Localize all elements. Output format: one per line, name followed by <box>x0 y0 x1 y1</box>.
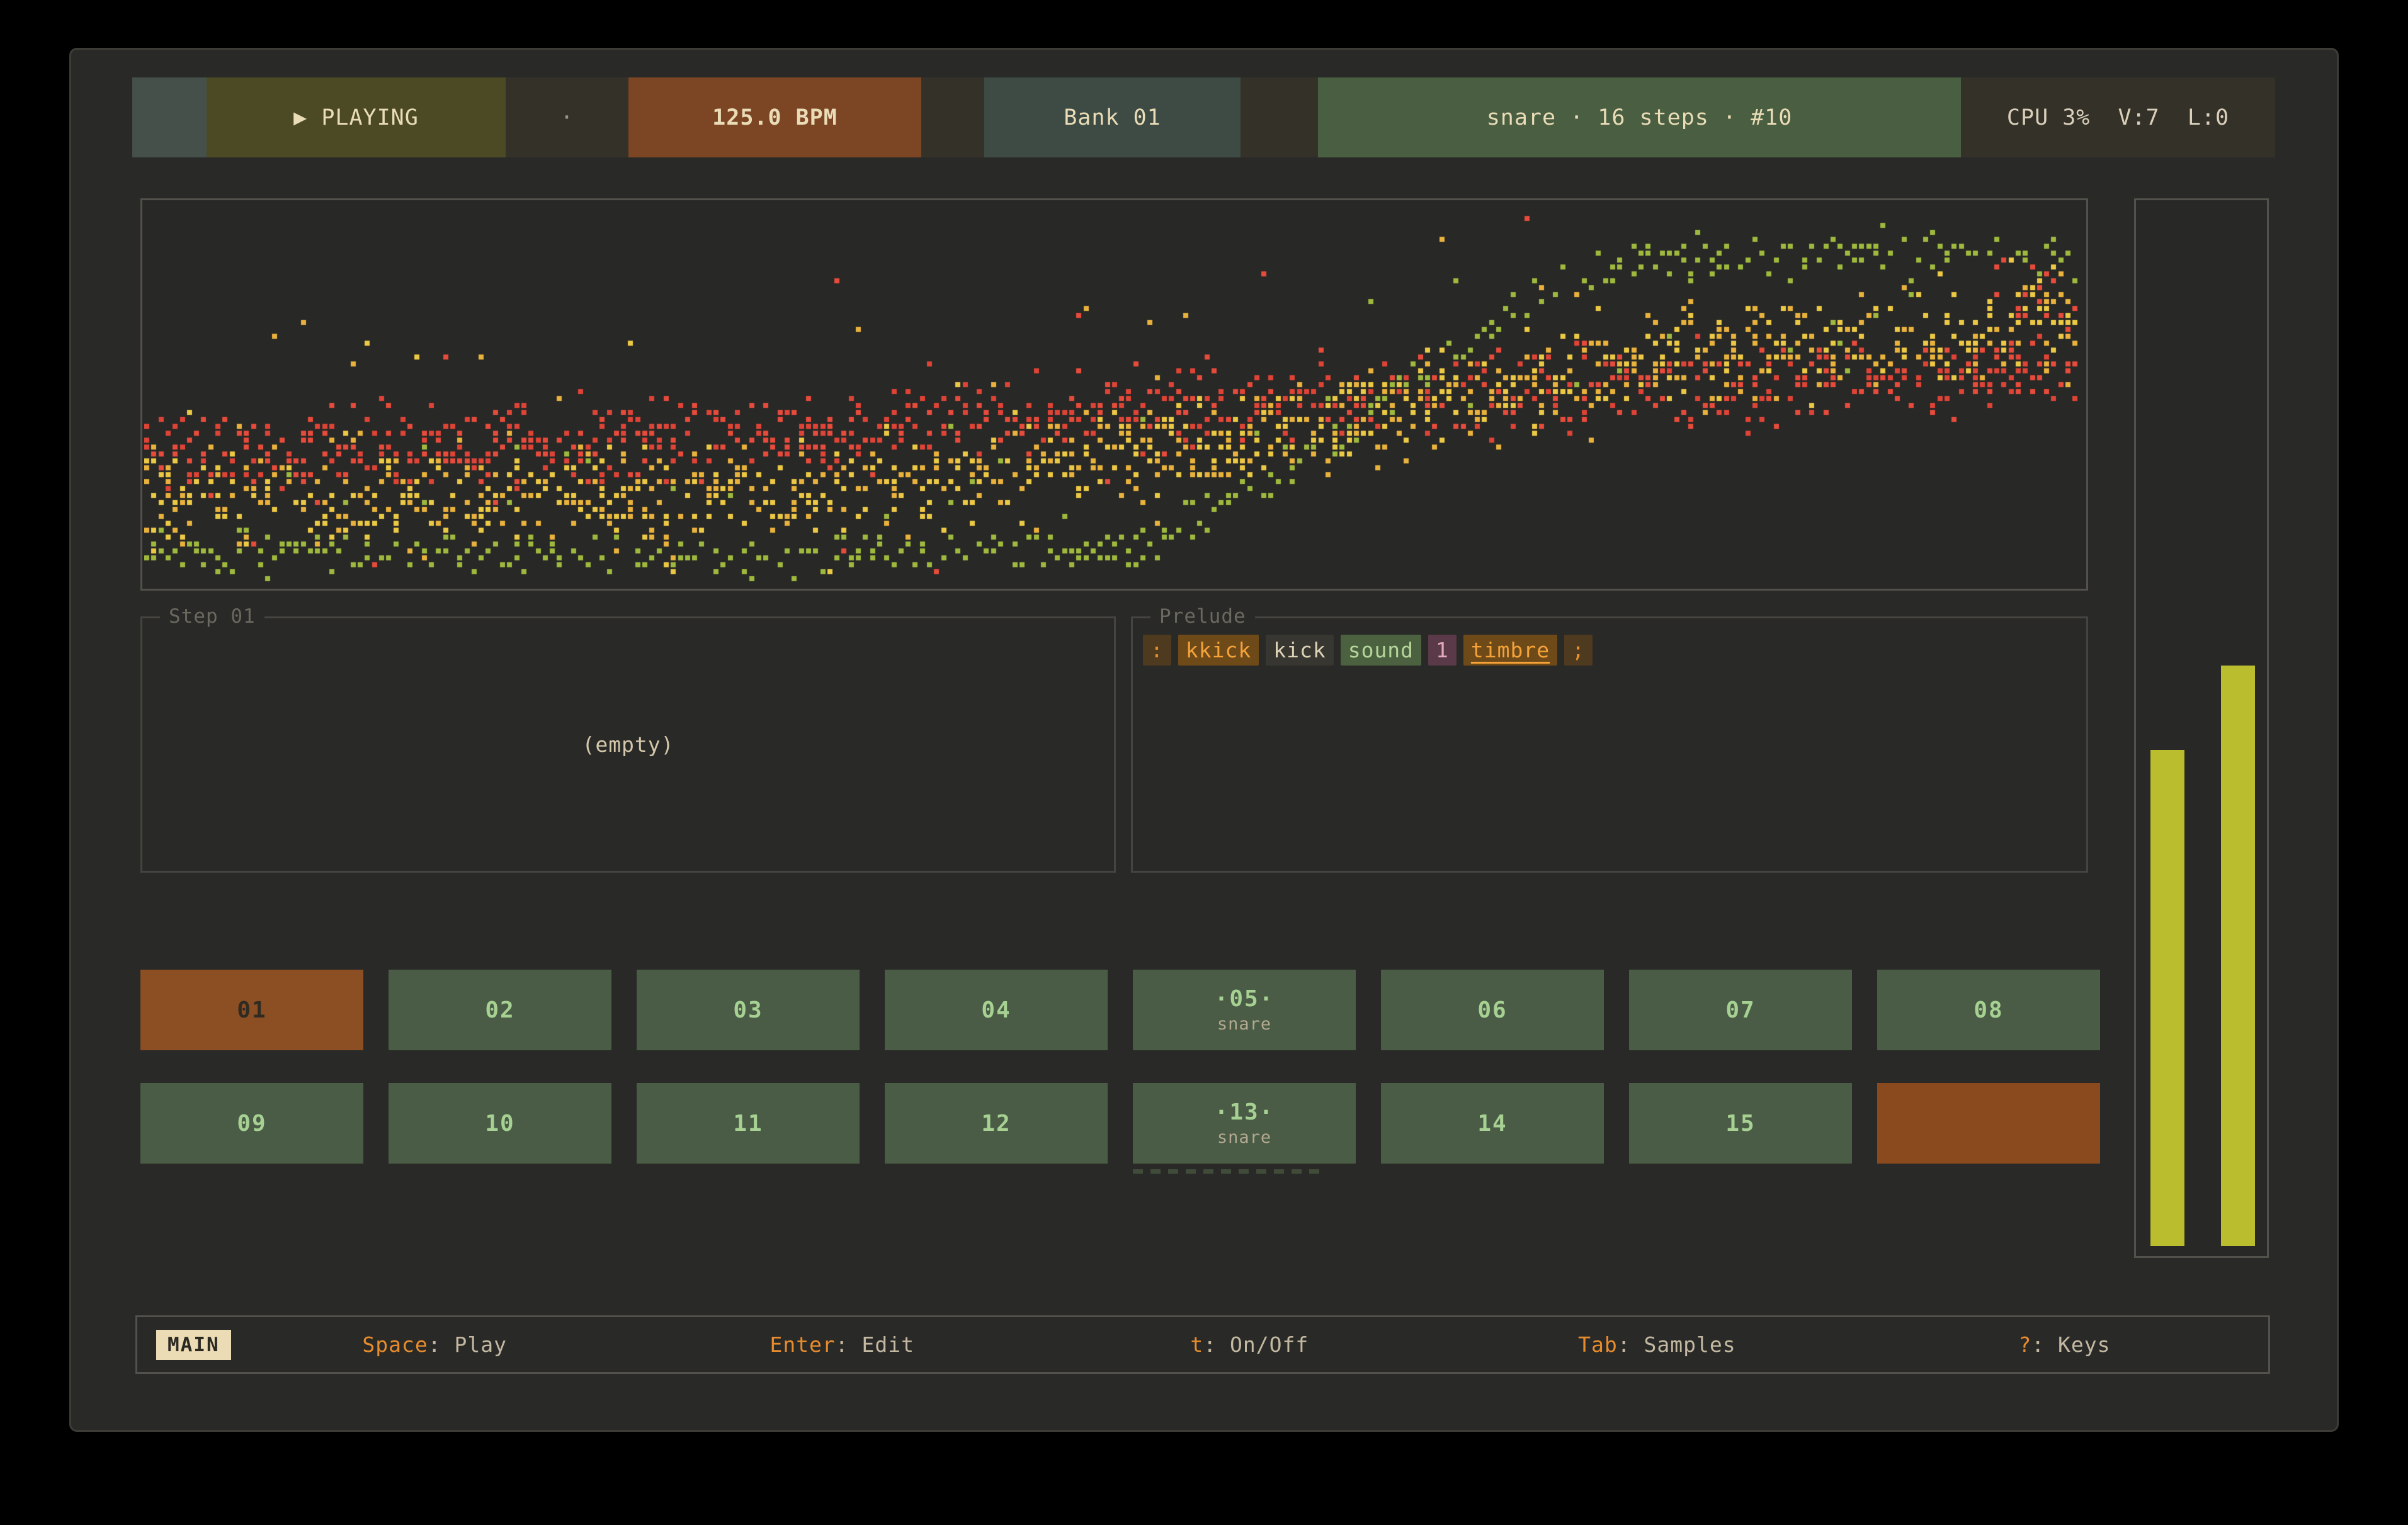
system-stats: CPU 3% V:7 L:0 <box>1961 77 2275 157</box>
hint-edit: Enter: Edit <box>639 1332 1046 1357</box>
level-meter-left <box>2150 750 2184 1246</box>
hint-onoff: t: On/Off <box>1046 1332 1453 1357</box>
accent-segment <box>132 77 207 157</box>
pad-step-10[interactable]: 10 <box>389 1083 611 1164</box>
bank-display[interactable]: Bank 01 <box>984 77 1241 157</box>
step-empty-text: (empty) <box>582 732 674 757</box>
pad-step-06[interactable]: 06 <box>1381 970 1604 1050</box>
code-token-semicolon: ; <box>1564 635 1593 666</box>
step-panel-title: Step 01 <box>160 605 264 628</box>
pad-step-05[interactable]: ·05· snare <box>1133 970 1356 1050</box>
pad-step-01[interactable]: 01 <box>140 970 363 1050</box>
transport-status[interactable]: ▶ PLAYING <box>207 77 506 157</box>
step-scatter-canvas <box>144 202 2084 587</box>
pad-step-09[interactable]: 09 <box>140 1083 363 1164</box>
pattern-visualization-panel <box>140 198 2088 591</box>
bottom-hint-bar: MAIN Space: Play Enter: Edit t: On/Off T… <box>135 1315 2270 1374</box>
prelude-panel: Prelude : kkick kick sound 1 timbre ; <box>1131 616 2088 873</box>
bpm-display[interactable]: 125.0 BPM <box>628 77 921 157</box>
code-token-colon: : <box>1143 635 1171 666</box>
top-status-bar: ▶ PLAYING · 125.0 BPM Bank 01 snare · 16… <box>132 77 2275 157</box>
separator-segment: · <box>506 77 628 157</box>
prelude-code-line[interactable]: : kkick kick sound 1 timbre ; <box>1143 635 1593 666</box>
code-token-number: 1 <box>1428 635 1457 666</box>
code-token-defined-word: timbre <box>1463 635 1557 666</box>
pad-step-07[interactable]: 07 <box>1629 970 1852 1050</box>
hint-play: Space: Play <box>231 1332 639 1357</box>
pad-row-2: 09 10 11 12 ·13· snare 14 15 <box>140 1083 2100 1164</box>
app-window: ▶ PLAYING · 125.0 BPM Bank 01 snare · 16… <box>69 48 2339 1432</box>
pad-step-15[interactable]: 15 <box>1629 1083 1852 1164</box>
pad-step-13[interactable]: ·13· snare <box>1133 1083 1356 1164</box>
step-detail-panel: Step 01 (empty) <box>140 616 1116 873</box>
code-token-builtin: sound <box>1341 635 1421 666</box>
code-token-word: kick <box>1266 635 1333 666</box>
pad-step-02[interactable]: 02 <box>389 970 611 1050</box>
pattern-info[interactable]: snare · 16 steps · #10 <box>1318 77 1961 157</box>
hint-samples: Tab: Samples <box>1453 1332 1861 1357</box>
pad-step-14[interactable]: 14 <box>1381 1083 1604 1164</box>
prelude-panel-title: Prelude <box>1150 605 1255 628</box>
level-meter-panel <box>2134 198 2269 1258</box>
mode-badge: MAIN <box>156 1330 231 1360</box>
pad-step-11[interactable]: 11 <box>637 1083 860 1164</box>
pad-step-04[interactable]: 04 <box>885 970 1108 1050</box>
pad-step-16[interactable] <box>1877 1083 2100 1164</box>
spacer-segment-2 <box>1241 77 1318 157</box>
pad-13-queued-marker <box>1133 1169 1327 1174</box>
code-token-defname: kkick <box>1178 635 1259 666</box>
hint-keys: ?: Keys <box>1861 1332 2268 1357</box>
pad-step-03[interactable]: 03 <box>637 970 860 1050</box>
pad-row-1: 01 02 03 04 ·05· snare 06 07 08 <box>140 970 2100 1050</box>
pad-step-08[interactable]: 08 <box>1877 970 2100 1050</box>
spacer-segment-1 <box>921 77 984 157</box>
level-meter-right <box>2221 666 2255 1246</box>
pad-step-12[interactable]: 12 <box>885 1083 1108 1164</box>
